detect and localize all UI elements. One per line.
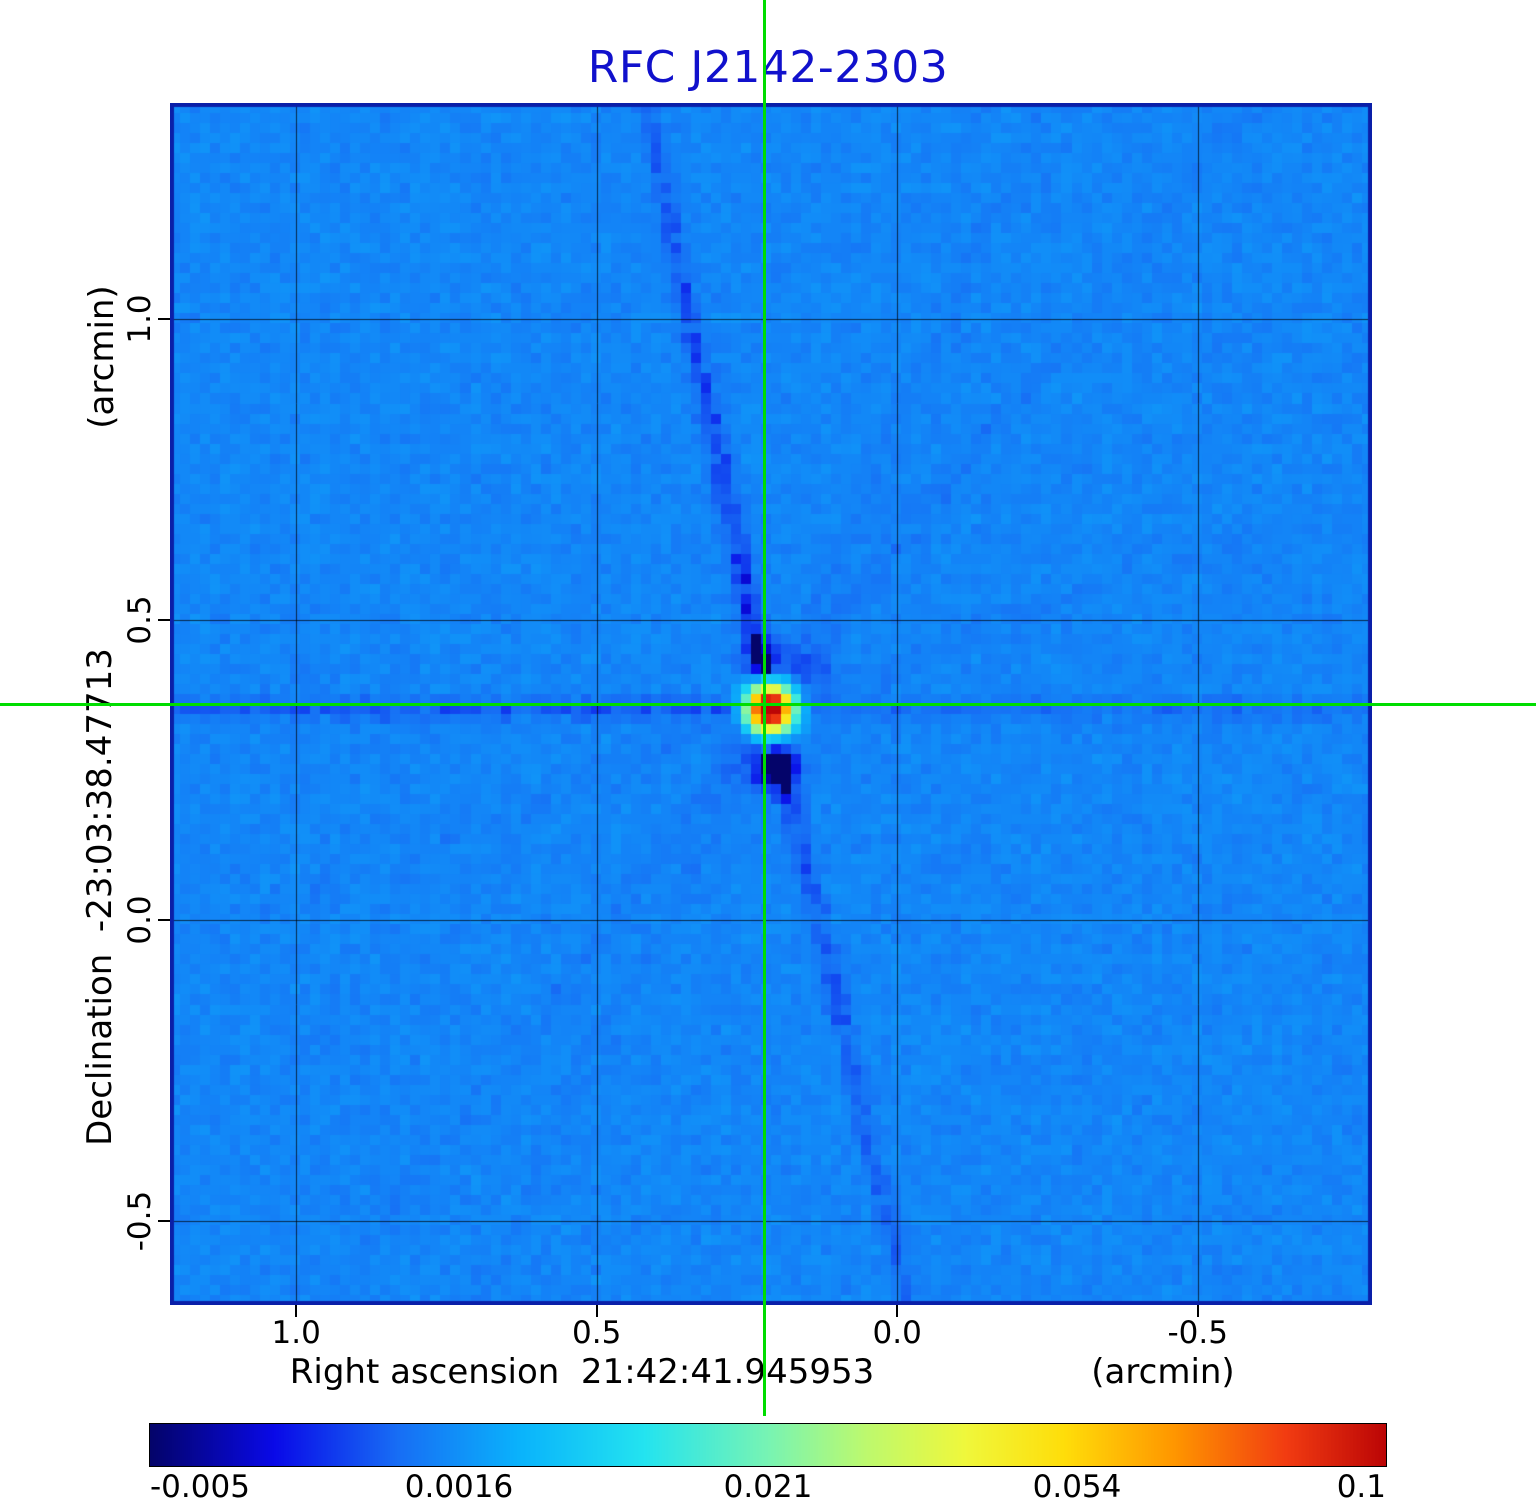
y-axis-tick-mark [158,318,170,321]
x-tick-label: 1.0 [271,1315,321,1351]
x-axis-tick-mark [1196,1305,1199,1317]
x-axis-unit-label: (arcmin) [1091,1352,1235,1392]
y-axis-tick-mark [158,919,170,922]
y-axis-tick-mark [158,1219,170,1222]
x-tick-label: 0.5 [572,1315,622,1351]
y-axis-unit-label: (arcmin) [82,285,122,429]
y-tick-label: -0.5 [122,1190,158,1252]
colorbar [149,1423,1387,1467]
x-axis-label: Right ascension 21:42:41.945953 [289,1352,875,1392]
x-axis-tick-mark [595,1305,598,1317]
chart-title: RFC J2142-2303 [587,42,949,93]
x-axis-tick-mark [295,1305,298,1317]
colorbar-tick-label: 0.1 [1336,1469,1386,1505]
y-tick-label: 1.0 [122,294,158,345]
x-axis-tick-mark [896,1305,899,1317]
crosshair-vertical-line [763,0,767,1416]
crosshair-horizontal-line [0,702,1536,706]
y-tick-label: 0.0 [122,895,158,946]
colorbar-canvas [150,1424,1386,1466]
y-axis-label: Declination -23:03:38.47713 [80,648,120,1146]
y-tick-label: 0.5 [122,595,158,645]
colorbar-tick-label: -0.005 [150,1469,250,1505]
x-tick-label: 0.0 [872,1315,922,1351]
colorbar-tick-label: 0.0016 [404,1469,514,1505]
colorbar-tick-label: 0.054 [1032,1469,1122,1505]
colorbar-tick-label: 0.021 [723,1469,813,1505]
x-tick-label: -0.5 [1167,1315,1228,1351]
y-axis-tick-mark [158,618,170,621]
